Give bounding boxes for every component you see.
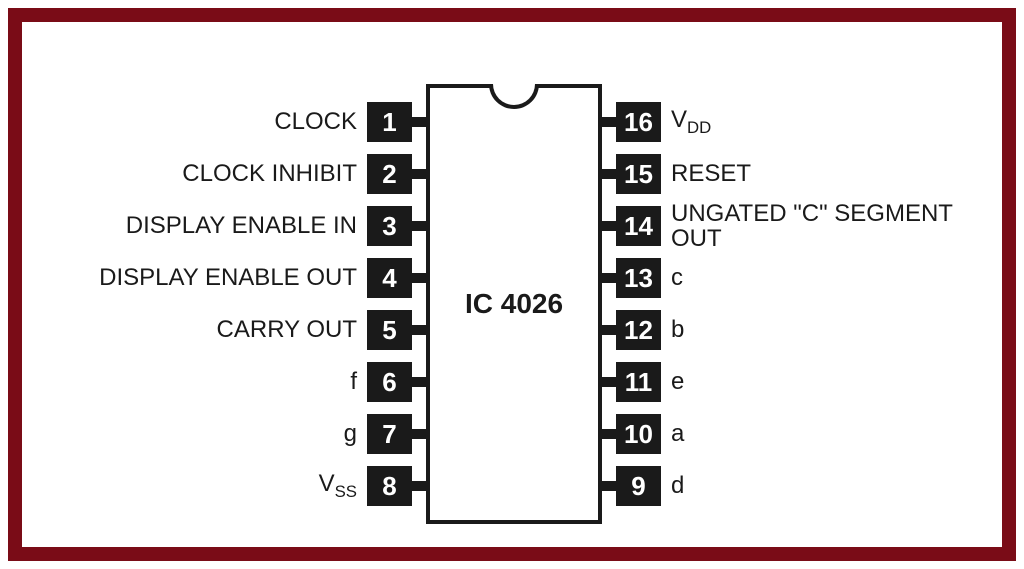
pin-label-10: a [671,420,684,448]
pin-label-15: RESET [671,160,751,188]
pin-11: 11 e [22,362,1002,402]
diagram-frame: IC 4026 1CLOCK2CLOCK INHIBIT3DISPLAY ENA… [8,8,1016,561]
pin-lead [602,429,616,439]
pin-lead [602,273,616,283]
pin-number-11: 11 [616,362,661,402]
pin-number-10: 10 [616,414,661,454]
pin-lead [602,221,616,231]
pin-label-13: c [671,264,683,292]
pin-number-13: 13 [616,258,661,298]
pin-number-14: 14 [616,206,661,246]
pin-label-16: VDD [671,106,711,138]
pin-14: 14UNGATED "C" SEGMENTOUT [22,206,1002,246]
pin-number-12: 12 [616,310,661,350]
pin-lead [602,325,616,335]
pin-15: 15 RESET [22,154,1002,194]
chip-body: IC 4026 [426,84,602,524]
pin-label-12: b [671,316,684,344]
pin-number-9: 9 [616,466,661,506]
pin-13: 13 c [22,258,1002,298]
pin-lead [602,117,616,127]
pin-12: 12 b [22,310,1002,350]
pin-9: 9d [22,466,1002,506]
pin-16: 16 VDD [22,102,1002,142]
pin-number-16: 16 [616,102,661,142]
pin-label-9: d [671,472,684,500]
ic-pinout-diagram: IC 4026 1CLOCK2CLOCK INHIBIT3DISPLAY ENA… [22,22,1002,547]
pin-label-14: UNGATED "C" SEGMENTOUT [671,201,1001,251]
pin-number-15: 15 [616,154,661,194]
pin-label-11: e [671,368,684,396]
pin-lead [602,169,616,179]
pin-10: 10 a [22,414,1002,454]
pin-lead [602,377,616,387]
pin-lead [602,481,616,491]
